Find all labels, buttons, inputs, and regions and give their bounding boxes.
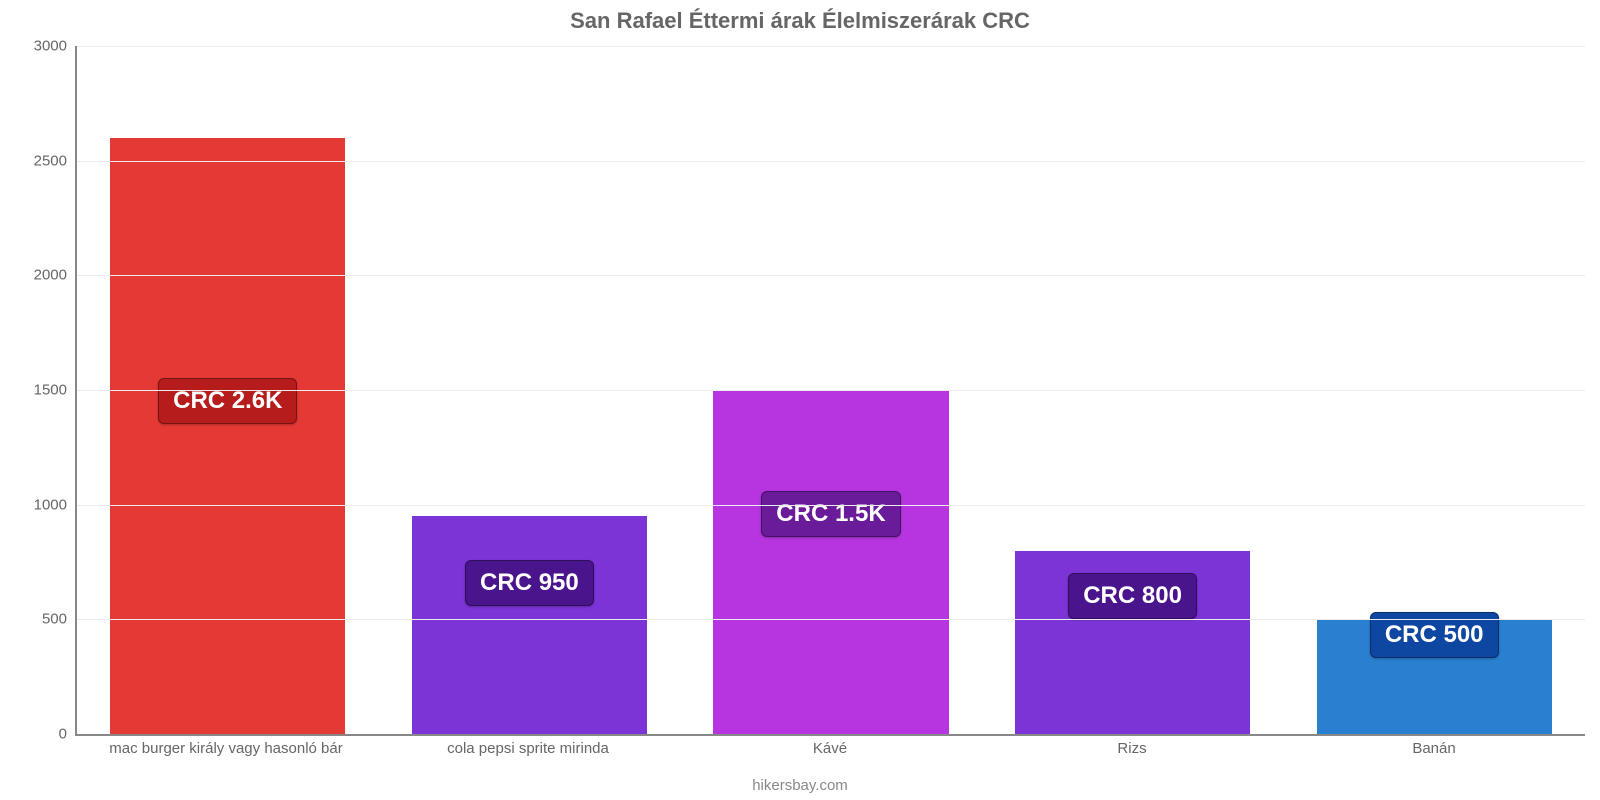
x-tick-label: Rizs <box>981 740 1283 757</box>
x-tick-label: Kávé <box>679 740 981 757</box>
y-tick-label: 3000 <box>34 38 77 55</box>
grid-line <box>77 46 1585 47</box>
source-label: hikersbay.com <box>0 777 1600 794</box>
bar-value-label: CRC 1.5K <box>761 491 900 537</box>
y-tick-label: 1500 <box>34 382 77 399</box>
y-tick-label: 2000 <box>34 267 77 284</box>
grid-line <box>77 619 1585 620</box>
bar-value-label: CRC 950 <box>465 560 594 606</box>
bar-value-label-wrap: CRC 2.6K <box>77 378 379 424</box>
x-tick-label: Banán <box>1283 740 1585 757</box>
grid-line <box>77 390 1585 391</box>
bar-value-label-wrap: CRC 1.5K <box>680 491 982 537</box>
bar <box>110 138 345 734</box>
bar-value-label: CRC 2.6K <box>158 378 297 424</box>
grid-line <box>77 275 1585 276</box>
bar <box>412 516 647 734</box>
plot-area: CRC 2.6KCRC 950CRC 1.5KCRC 800CRC 500 05… <box>75 46 1585 736</box>
grid-line <box>77 161 1585 162</box>
x-axis-labels: mac burger király vagy hasonló bárcola p… <box>75 740 1585 757</box>
x-tick-label: mac burger király vagy hasonló bár <box>75 740 377 757</box>
bar-value-label-wrap: CRC 950 <box>379 560 681 606</box>
chart-title: San Rafael Éttermi árak Élelmiszerárak C… <box>0 0 1600 34</box>
y-tick-label: 2500 <box>34 152 77 169</box>
bar-value-label-wrap: CRC 800 <box>982 573 1284 619</box>
bar-value-label: CRC 800 <box>1068 573 1197 619</box>
y-tick-label: 500 <box>42 611 77 628</box>
bar <box>713 390 948 734</box>
price-bar-chart: San Rafael Éttermi árak Élelmiszerárak C… <box>0 0 1600 800</box>
grid-line <box>77 505 1585 506</box>
x-tick-label: cola pepsi sprite mirinda <box>377 740 679 757</box>
y-tick-label: 1000 <box>34 496 77 513</box>
